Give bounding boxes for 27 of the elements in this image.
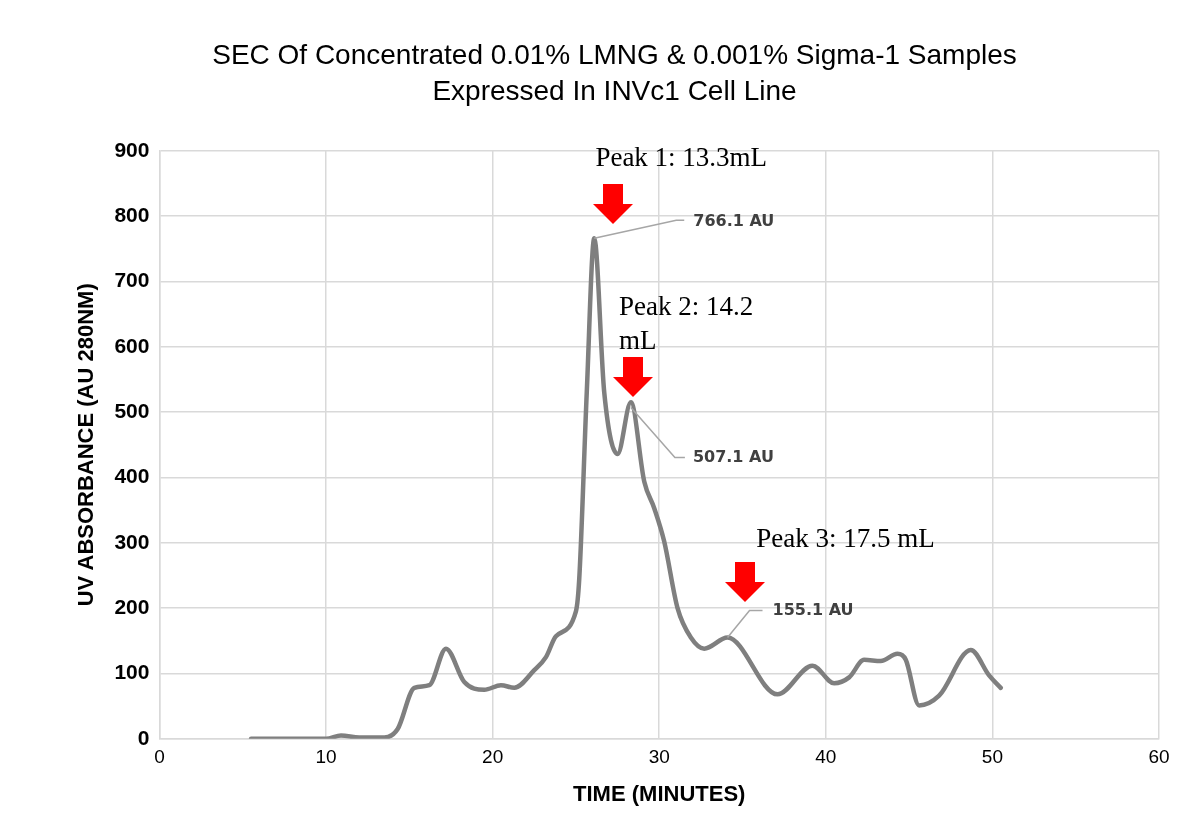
- y-tick-label: 100: [114, 660, 150, 684]
- y-tick-label: 500: [114, 398, 150, 422]
- chart-title: SEC Of Concentrated 0.01% LMNG & 0.001% Sigma-1 Samples Expressed In INVc1 Cell Line: [212, 38, 1017, 107]
- y-tick-label: 700: [114, 268, 150, 292]
- annotation: Peak 3: 17.5 mL: [756, 523, 935, 554]
- annotation: 766.1 AU: [693, 211, 775, 231]
- x-tick-label: 40: [815, 746, 837, 768]
- y-tick-label: 800: [114, 202, 150, 226]
- x-tick-label: 0: [154, 746, 165, 768]
- y-tick-label: 0: [137, 725, 150, 749]
- x-tick-label: 50: [981, 746, 1003, 768]
- y-tick-label: 200: [114, 594, 150, 618]
- y-axis-title: UV ABSORBANCE (AU 280NM): [73, 283, 99, 607]
- x-axis-title: TIME (MINUTES): [573, 780, 746, 806]
- annotation: Peak 1: 13.3mL: [595, 142, 768, 173]
- annotation: 507.1 AU: [692, 446, 774, 466]
- annotation: Peak 2: 14.2 mL: [618, 291, 754, 356]
- x-tick-label: 60: [1148, 746, 1170, 768]
- x-tick-label: 30: [648, 746, 670, 768]
- x-tick-label: 20: [482, 746, 504, 768]
- y-tick-label: 600: [114, 333, 150, 357]
- annotation: 155.1 AU: [772, 599, 854, 619]
- y-tick-label: 900: [114, 137, 150, 161]
- y-tick-label: 300: [114, 529, 150, 553]
- x-tick-label: 10: [315, 746, 337, 768]
- y-tick-label: 400: [114, 464, 150, 488]
- line-series: [248, 236, 1003, 739]
